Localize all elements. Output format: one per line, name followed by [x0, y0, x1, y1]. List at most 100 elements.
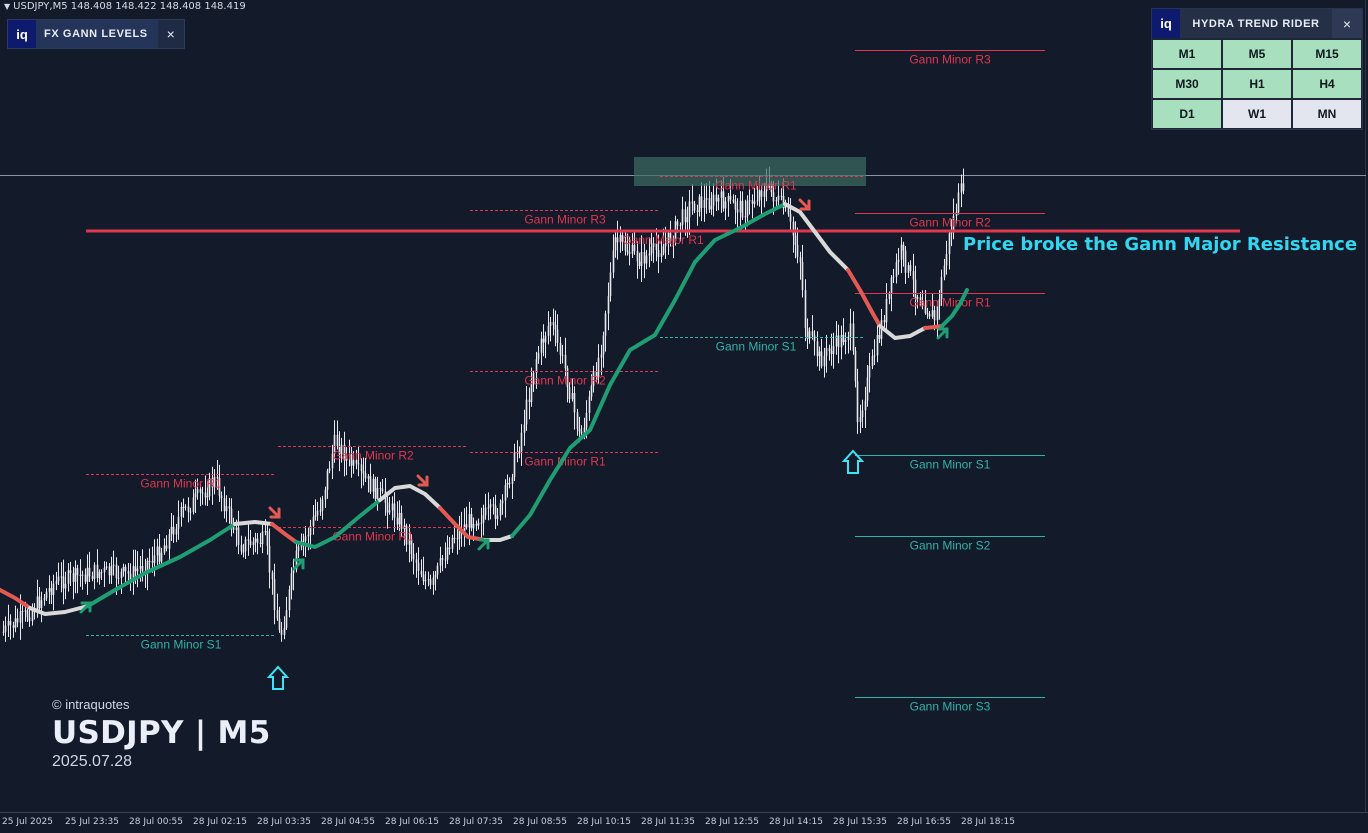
candle-body: [748, 200, 751, 202]
time-tick-label: 25 Jul 2025: [2, 817, 53, 827]
timeframe-button-m30[interactable]: M30: [1153, 70, 1221, 98]
candle-body: [736, 209, 739, 213]
candle-body: [218, 478, 221, 496]
candle-body: [688, 201, 691, 218]
timeframe-button-m5[interactable]: M5: [1223, 40, 1291, 68]
candle-body: [81, 574, 84, 576]
gann-panel-close-button[interactable]: ×: [166, 26, 175, 42]
dropdown-triangle-icon[interactable]: ▼: [4, 2, 11, 11]
gann-level-label: Gann Minor R1: [524, 455, 606, 469]
candle-body: [141, 566, 144, 571]
candle-body: [280, 629, 283, 635]
timeframe-button-h4[interactable]: H4: [1293, 70, 1361, 98]
candle-body: [88, 567, 91, 577]
candle-body: [763, 191, 766, 197]
candle-body: [729, 196, 732, 200]
gann-level-label: Gann Minor R1: [332, 530, 414, 544]
timeframe-button-w1[interactable]: W1: [1223, 100, 1291, 128]
candle-body: [314, 515, 317, 517]
gann-level-label: Gann Minor S3: [910, 700, 991, 714]
time-tick-label: 28 Jul 15:35: [833, 817, 887, 827]
candle-body: [196, 489, 199, 494]
candle-body: [494, 505, 497, 519]
candle-body: [146, 560, 149, 573]
candle-body: [160, 552, 163, 562]
candle-body: [638, 261, 641, 266]
candle-body: [957, 192, 960, 213]
trend-segment: [86, 522, 237, 608]
candle-body: [650, 246, 653, 254]
trend-segment: [878, 324, 927, 340]
candle-body: [69, 570, 72, 573]
timeframe-button-h1[interactable]: H1: [1223, 70, 1291, 98]
time-tick-label: 28 Jul 16:55: [897, 817, 951, 827]
gann-panel-title[interactable]: FX GANN LEVELS: [36, 20, 158, 48]
candle-body: [100, 572, 103, 574]
candle-body: [201, 492, 204, 494]
candle-body: [340, 444, 343, 455]
candle-body: [717, 197, 720, 202]
buy-arrow-icon: [292, 558, 305, 571]
candle-body: [259, 542, 262, 544]
candle-body: [938, 299, 941, 306]
candle-body: [235, 527, 238, 530]
candle-body: [290, 573, 293, 590]
candle-body: [367, 476, 370, 479]
timeframe-button-m1[interactable]: M1: [1153, 40, 1221, 68]
candle-body: [655, 243, 658, 251]
candle-body: [165, 545, 168, 549]
candle-body: [679, 224, 682, 226]
trend-segment: [270, 522, 298, 544]
support-bounce-arrow-icon: [841, 449, 865, 474]
symbol-info: ▼ USDJPY,M5 148.408 148.422 148.408 148.4…: [4, 1, 246, 12]
time-tick-label: 28 Jul 02:15: [193, 817, 247, 827]
candle-body: [134, 566, 137, 572]
candle-body: [609, 272, 612, 296]
candle-body: [16, 618, 19, 623]
trend-rider-line: [0, 202, 969, 616]
candle-body: [336, 434, 339, 446]
timeframe-button-mn[interactable]: MN: [1293, 100, 1361, 128]
candle-body: [816, 341, 819, 357]
time-tick-label: 28 Jul 00:55: [129, 817, 183, 827]
candle-body: [561, 354, 564, 356]
candle-body: [297, 546, 300, 551]
candle-body: [619, 235, 622, 243]
candlestick-series: [2, 166, 965, 642]
hydra-panel-title[interactable]: HYDRA TREND RIDER: [1192, 17, 1320, 30]
timeframe-button-m15[interactable]: M15: [1293, 40, 1361, 68]
candle-body: [324, 489, 327, 500]
candle-body: [703, 200, 706, 208]
candle-body: [799, 257, 802, 263]
candle-body: [76, 568, 79, 576]
candle-body: [780, 195, 783, 197]
candle-body: [254, 538, 257, 542]
candle-body: [21, 611, 24, 612]
candle-body: [112, 564, 115, 567]
candle-body: [319, 510, 322, 512]
candle-body: [842, 334, 845, 342]
candle-body: [940, 277, 943, 300]
hydra-panel-close-button[interactable]: ×: [1332, 9, 1362, 38]
gann-level-label: Gann Minor S1: [716, 340, 797, 354]
candle-body: [240, 544, 243, 552]
candle-body: [840, 334, 843, 348]
candle-body: [206, 496, 209, 498]
candle-body: [921, 302, 924, 306]
candle-body: [684, 209, 687, 223]
candle-body: [31, 610, 34, 622]
candle-body: [484, 507, 487, 516]
candle-body: [2, 631, 5, 633]
timeframe-button-d1[interactable]: D1: [1153, 100, 1221, 128]
candle-body: [508, 482, 511, 484]
candle-body: [468, 514, 471, 528]
candle-body: [660, 253, 663, 257]
candle-body: [487, 507, 490, 509]
candle-body: [96, 564, 99, 579]
candle-body: [302, 540, 305, 542]
candle-body: [480, 522, 483, 524]
candle-body: [482, 515, 485, 523]
candle-body: [578, 428, 581, 432]
